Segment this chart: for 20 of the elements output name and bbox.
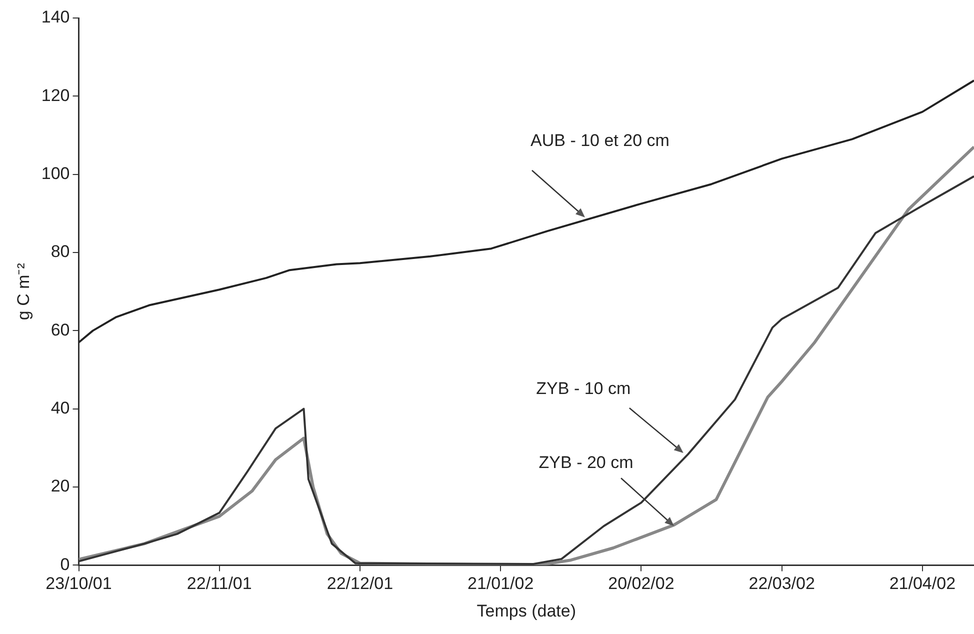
y-tick-label: 80 [50, 242, 70, 262]
y-tick-label: 20 [50, 476, 70, 496]
y-tick-label: 120 [41, 86, 70, 105]
x-axis-title: Temps (date) [476, 601, 576, 620]
x-tick-label: 20/02/02 [608, 574, 674, 594]
y-tick-label: 140 [41, 8, 70, 27]
y-tick-label: 0 [60, 554, 70, 574]
x-tick-label: 23/10/01 [46, 574, 112, 594]
x-tick-label: 21/01/02 [468, 574, 534, 594]
y-tick-label: 60 [50, 320, 70, 340]
y-tick-label: 100 [41, 164, 70, 184]
annotation: AUB - 10 et 20 cm [530, 131, 670, 152]
x-tick-label: 22/12/01 [326, 574, 394, 594]
y-tick-label: 40 [50, 398, 70, 418]
annotation: ZYB - 20 cm [538, 453, 634, 474]
x-tick-label: 21/04/02 [889, 574, 956, 594]
x-tick-label: 22/03/02 [748, 574, 815, 594]
annotation: ZYB - 10 cm [536, 379, 631, 400]
y-axis-title: g C m⁻² [14, 262, 33, 320]
x-tick-label: 22/11/01 [186, 574, 252, 594]
